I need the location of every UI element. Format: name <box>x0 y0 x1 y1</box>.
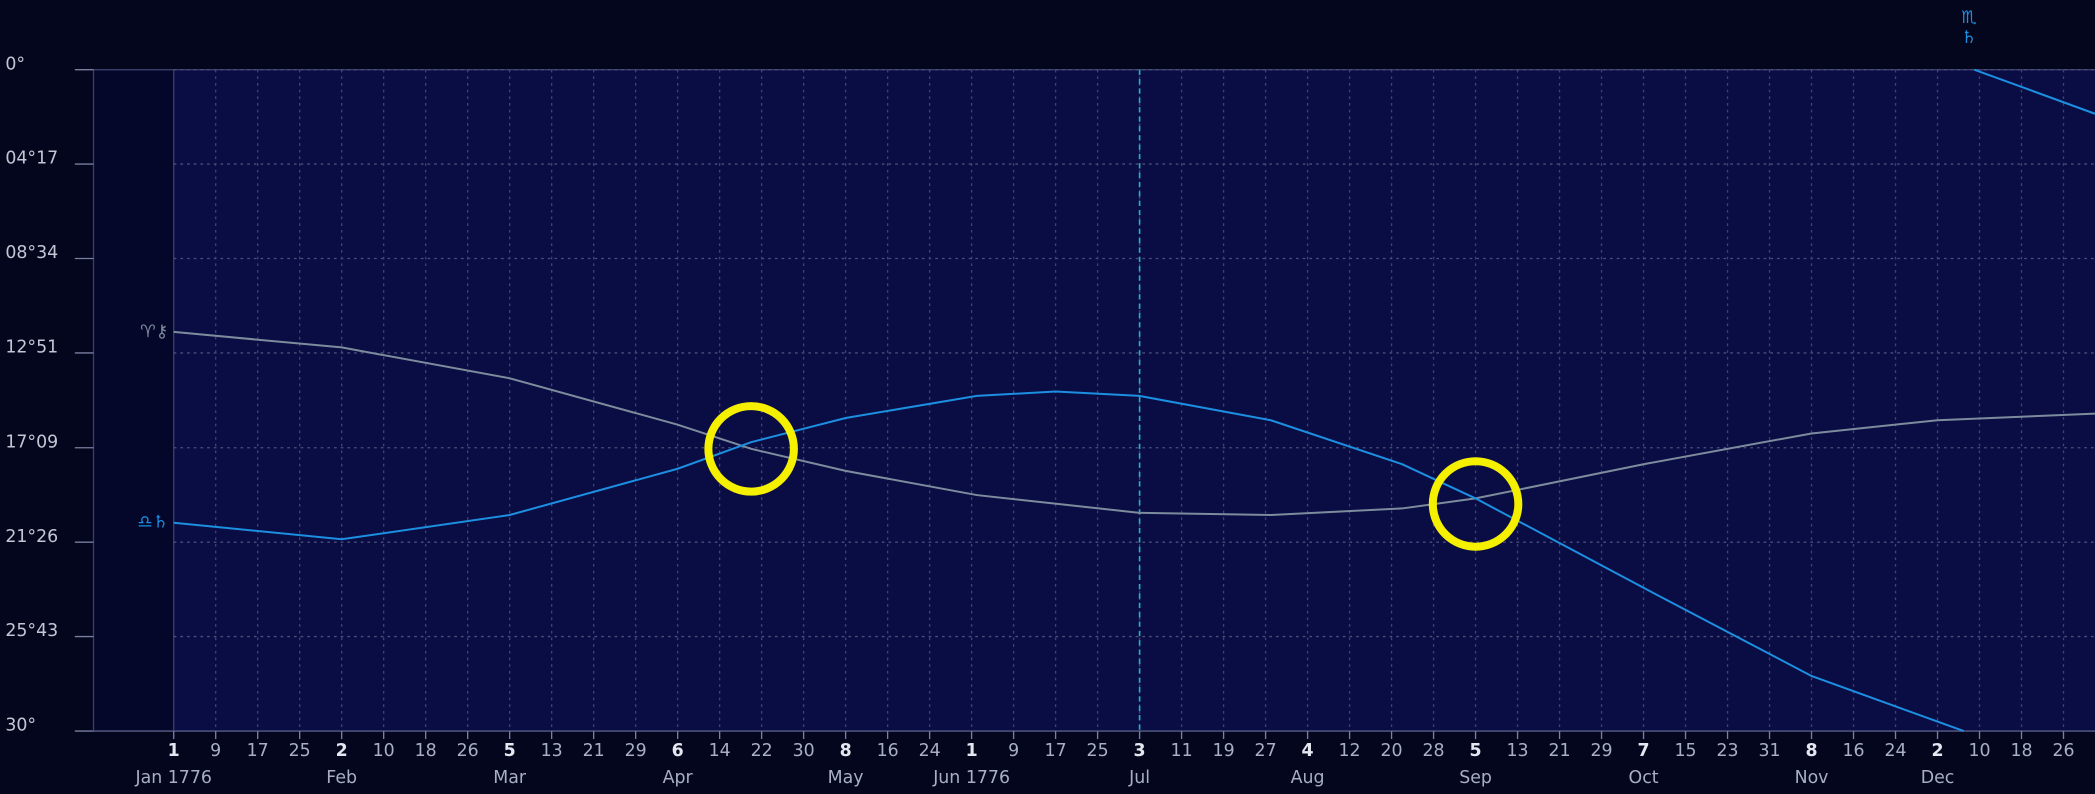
x-tick-label: 31 <box>1758 741 1780 761</box>
x-tick-label: 7 <box>1637 741 1649 761</box>
month-label: Aug <box>1291 768 1325 788</box>
x-tick-label: 21 <box>583 741 605 761</box>
x-tick-label: 23 <box>1716 741 1738 761</box>
y-tick-label: 25°43 <box>5 621 58 641</box>
x-tick-label: 2 <box>1931 741 1943 761</box>
x-tick-label: 17 <box>247 741 269 761</box>
x-tick-label: 10 <box>373 741 395 761</box>
month-label: Jan 1776 <box>134 768 211 788</box>
x-tick-label: 30 <box>793 741 815 761</box>
x-tick-label: 18 <box>2010 741 2032 761</box>
x-tick-label: 11 <box>1171 741 1193 761</box>
x-tick-label: 8 <box>1805 741 1817 761</box>
month-label: Nov <box>1795 768 1829 788</box>
series-line <box>1973 68 2095 115</box>
y-tick-label: 12°51 <box>5 338 58 358</box>
plot-area <box>173 69 2095 732</box>
x-tick-label: 20 <box>1381 741 1403 761</box>
month-label: Mar <box>493 768 527 788</box>
x-tick-label: 22 <box>751 741 773 761</box>
x-tick-label: 29 <box>625 741 647 761</box>
y-tick-label: 0° <box>5 54 25 74</box>
x-tick-label: 26 <box>2052 741 2074 761</box>
series-label: ♎♄ <box>137 513 168 533</box>
x-tick-label: 28 <box>1423 741 1445 761</box>
left-band <box>93 69 174 732</box>
y-tick-label: 08°34 <box>5 243 58 263</box>
series-label: ♈⚷ <box>140 322 168 342</box>
series-line <box>173 330 2095 516</box>
y-tick-label: 04°17 <box>5 149 58 169</box>
x-tick-label: 15 <box>1674 741 1696 761</box>
month-label: Sep <box>1459 768 1492 788</box>
x-tick-label: 19 <box>1213 741 1235 761</box>
highlight-circle <box>704 402 798 496</box>
x-tick-label: 13 <box>1507 741 1529 761</box>
x-tick-label: 27 <box>1255 741 1277 761</box>
x-tick-label: 5 <box>1470 741 1482 761</box>
x-tick-label: 29 <box>1591 741 1613 761</box>
x-tick-label: 8 <box>840 741 852 761</box>
month-label: Feb <box>326 768 357 788</box>
x-tick-label: 1 <box>168 741 180 761</box>
x-tick-label: 4 <box>1302 741 1314 761</box>
month-label: Dec <box>1921 768 1955 788</box>
x-tick-label: 13 <box>541 741 563 761</box>
x-tick-label: 14 <box>709 741 731 761</box>
x-tick-label: 1 <box>966 741 978 761</box>
month-label: May <box>828 768 864 788</box>
y-tick-label: 21°26 <box>5 527 58 547</box>
x-tick-label: 17 <box>1045 741 1067 761</box>
x-tick-label: 9 <box>210 741 221 761</box>
month-label: Apr <box>663 768 694 788</box>
x-tick-label: 25 <box>1087 741 1109 761</box>
x-tick-label: 9 <box>1008 741 1019 761</box>
x-tick-label: 24 <box>919 741 941 761</box>
highlight-circle <box>1428 457 1523 551</box>
month-label: Oct <box>1629 768 1659 788</box>
x-tick-label: 12 <box>1339 741 1361 761</box>
x-tick-label: 24 <box>1884 741 1906 761</box>
month-label: Jun 1776 <box>932 768 1010 788</box>
x-tick-label: 26 <box>457 741 479 761</box>
x-tick-label: 3 <box>1134 741 1146 761</box>
x-tick-label: 16 <box>877 741 899 761</box>
x-tick-label: 21 <box>1549 741 1571 761</box>
x-tick-label: 25 <box>289 741 311 761</box>
series-line <box>173 390 1965 732</box>
y-tick-label: 17°09 <box>5 432 58 452</box>
x-tick-label: 18 <box>415 741 437 761</box>
x-tick-label: 2 <box>336 741 348 761</box>
x-tick-label: 5 <box>504 741 516 761</box>
y-tick-label: 30° <box>5 716 36 736</box>
series-label: ♏♄ <box>1959 8 1979 48</box>
x-tick-label: 16 <box>1842 741 1864 761</box>
x-tick-label: 6 <box>672 741 684 761</box>
month-label: Jul <box>1128 768 1150 788</box>
x-tick-label: 10 <box>1968 741 1990 761</box>
